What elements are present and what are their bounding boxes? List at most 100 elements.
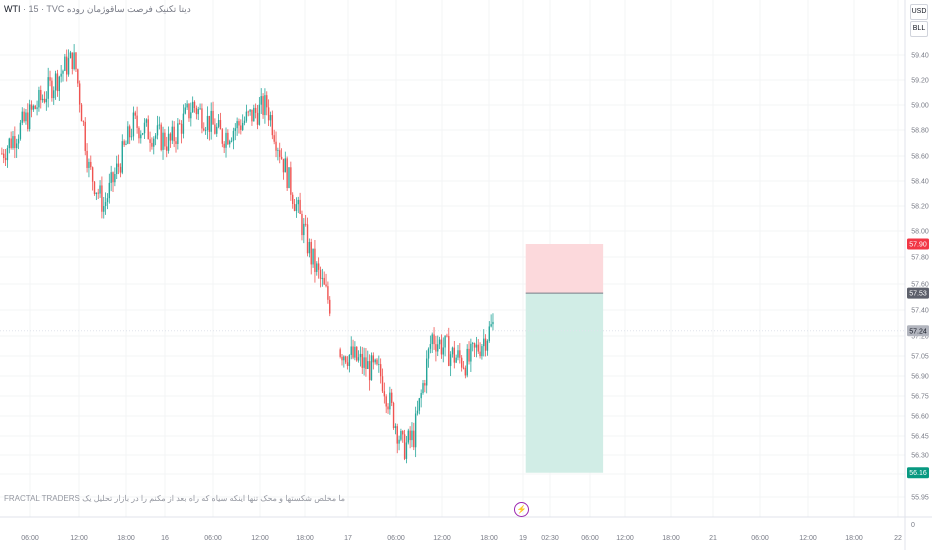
symbol-title[interactable]: WTI · 15 · TVC دیتا تکنیک فرصت ساقوژمان … — [4, 4, 191, 15]
candle-body — [203, 128, 205, 131]
time-tick-label: 12:00 — [799, 535, 817, 542]
candle-body — [444, 335, 446, 348]
time-tick-label: 06:00 — [21, 535, 39, 542]
candle-body — [1, 153, 3, 155]
candlestick-series — [1, 44, 494, 464]
candle-body — [138, 127, 140, 139]
price-tick-label: 57.80 — [911, 255, 929, 262]
time-tick-label: 12:00 — [70, 535, 88, 542]
candle-body — [264, 95, 266, 116]
candle-body — [28, 104, 31, 130]
price-tick-label: 57.05 — [911, 354, 929, 361]
currency-badge-usd[interactable]: USD — [910, 4, 928, 20]
title-separator: · — [23, 4, 27, 14]
price-tick-label: 58.40 — [911, 179, 929, 186]
candle-body — [299, 199, 301, 214]
candle-body — [73, 52, 75, 70]
candle-body — [182, 113, 185, 134]
candle-body — [210, 110, 212, 132]
price-tick-label: 57.60 — [911, 282, 929, 289]
candle-body — [125, 143, 127, 145]
candle-body — [43, 98, 46, 103]
candle-body — [424, 383, 426, 386]
candle-body — [106, 198, 109, 203]
candle-body — [310, 242, 312, 265]
time-tick-label: 12:00 — [251, 535, 269, 542]
time-tick-label: 17 — [344, 535, 352, 542]
candle-body — [253, 107, 255, 122]
candle-body — [97, 192, 99, 194]
candle-body — [405, 442, 408, 459]
candle-body — [197, 108, 199, 115]
candle-body — [483, 338, 485, 347]
candle-body — [15, 143, 18, 149]
candle-body — [130, 136, 133, 138]
symbol-source: TVC — [46, 4, 65, 14]
candle-body — [208, 115, 211, 132]
candle-body — [329, 299, 331, 314]
candle-body — [41, 98, 44, 101]
candle-body — [418, 398, 421, 411]
time-tick-label: 18:00 — [296, 535, 314, 542]
candle-body — [45, 98, 48, 103]
candle-body — [147, 119, 149, 140]
candle-body — [385, 396, 387, 407]
target-price-label-bg — [907, 467, 929, 479]
candle-body — [440, 339, 443, 355]
candle-body — [156, 125, 159, 136]
candle-body — [293, 203, 296, 211]
candle-body — [290, 167, 292, 195]
candle-body — [312, 248, 314, 265]
candle-body — [75, 52, 77, 70]
candle-body — [54, 73, 57, 91]
time-tick-label: 18:00 — [662, 535, 680, 542]
unit-badge-bll[interactable]: BLL — [910, 21, 928, 37]
candle-body — [201, 108, 203, 129]
candle-body — [136, 115, 138, 128]
target-price-label: 56.16 — [909, 470, 927, 477]
candle-body — [249, 109, 251, 112]
candle-body — [365, 357, 367, 369]
candle-body — [128, 126, 131, 138]
entry-price-label-bg — [907, 287, 929, 299]
lightning-icon[interactable]: ⚡ — [514, 502, 529, 517]
candle-body — [64, 56, 66, 71]
candle-body — [36, 107, 38, 109]
candle-body — [4, 158, 7, 161]
candle-body — [271, 115, 274, 136]
candle-body — [251, 109, 253, 122]
candle-body — [492, 321, 494, 325]
candle-body — [56, 73, 59, 92]
candle-body — [266, 95, 268, 108]
candle-body — [472, 343, 474, 344]
candle-body — [267, 107, 270, 121]
candle-body — [414, 413, 417, 448]
candle-body — [171, 126, 173, 141]
candle-body — [348, 354, 351, 366]
candle-body — [297, 199, 299, 205]
candle-body — [286, 158, 288, 189]
chart-grid — [0, 0, 905, 517]
candle-body — [88, 161, 90, 168]
symbol-description: دیتا تکنیک فرصت ساقوژمان روده — [66, 4, 191, 14]
candle-body — [304, 223, 307, 225]
candle-body — [134, 112, 136, 116]
candle-body — [295, 204, 298, 211]
candle-body — [279, 150, 281, 157]
time-tick-label: 19 — [519, 535, 527, 542]
candle-body — [21, 111, 23, 123]
candle-body — [241, 123, 244, 130]
candle-body — [132, 112, 135, 137]
candle-body — [470, 343, 472, 362]
candle-body — [319, 269, 322, 279]
candle-body — [236, 121, 238, 129]
candle-body — [260, 96, 262, 105]
candle-body — [306, 224, 309, 254]
candle-body — [229, 141, 231, 145]
candle-body — [23, 111, 25, 122]
candle-body — [154, 135, 157, 139]
candle-body — [216, 126, 218, 134]
candle-body — [51, 80, 53, 99]
last-price-label: 57.24 — [909, 328, 927, 335]
